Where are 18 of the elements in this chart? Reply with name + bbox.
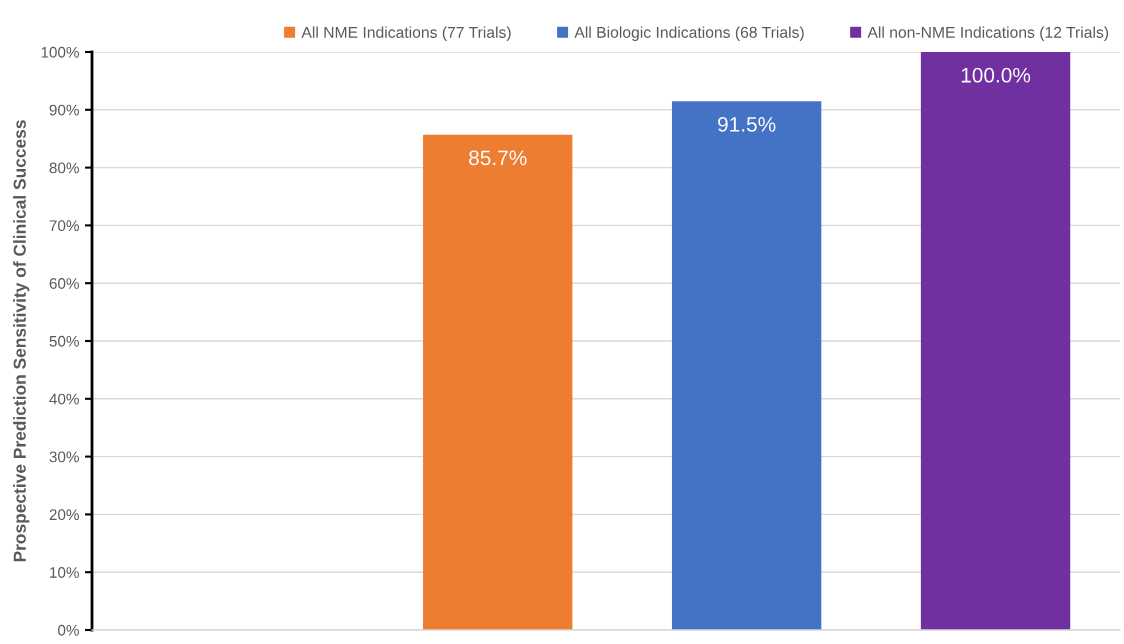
y-tick-label: 0% — [58, 624, 79, 636]
y-tick-label: 100% — [41, 46, 79, 58]
y-tick-label: 60% — [49, 278, 79, 289]
legend-label: All Biologic Indications (68 Trials) — [574, 26, 804, 42]
y-tick-label: 80% — [49, 162, 79, 174]
y-tick-label: 10% — [50, 567, 79, 578]
data-label: 85.7% — [469, 150, 527, 166]
y-tick-label: 30% — [49, 451, 79, 463]
y-axis-title: Prospective Prediction Sensitivity of Clinical Success — [13, 120, 30, 562]
y-tick-label: 20% — [49, 509, 79, 521]
legend-label: All NME Indications (77 Trials) — [301, 26, 511, 42]
y-tick-label: 50% — [49, 335, 79, 347]
y-tick-label: 70% — [49, 220, 79, 232]
legend-label: All non-NME Indications (12 Trials) — [867, 26, 1109, 42]
data-label: 91.5% — [718, 116, 776, 132]
y-tick-label: 90% — [49, 104, 79, 116]
data-label: 100.0% — [961, 67, 1031, 83]
y-tick-label: 40% — [49, 393, 79, 405]
